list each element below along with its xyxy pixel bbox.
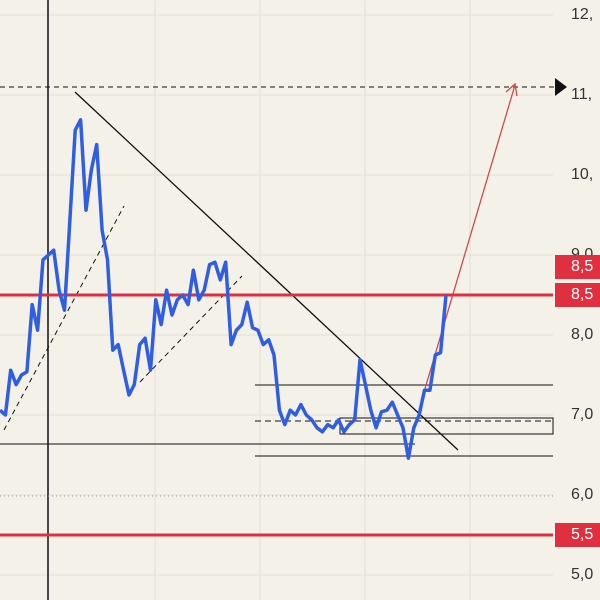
y-tick-label: 8,0 (571, 326, 593, 343)
y-tick-label: 5,0 (571, 566, 593, 583)
y-tick-label: 11, (571, 86, 592, 103)
price-tag (555, 523, 600, 547)
y-tick-label: 10, (571, 166, 593, 183)
price-axis: 12,11,10,9,08,07,06,05,08,58,55,5 (555, 6, 600, 583)
plot (0, 118, 448, 460)
y-tick-label: 7,0 (571, 406, 593, 423)
price-tag-label: 5,5 (571, 526, 593, 543)
price-tag-label: 8,5 (571, 258, 593, 275)
price-levels (0, 293, 553, 537)
price-line (0, 118, 448, 460)
price-tag (555, 255, 600, 279)
vertical-grid (154, 0, 471, 600)
y-tick-label: 12, (571, 6, 593, 23)
y-tick-label: 6,0 (571, 486, 593, 503)
drawings (0, 0, 567, 600)
price-tag (555, 283, 600, 307)
price-tag-label: 8,5 (571, 286, 593, 303)
